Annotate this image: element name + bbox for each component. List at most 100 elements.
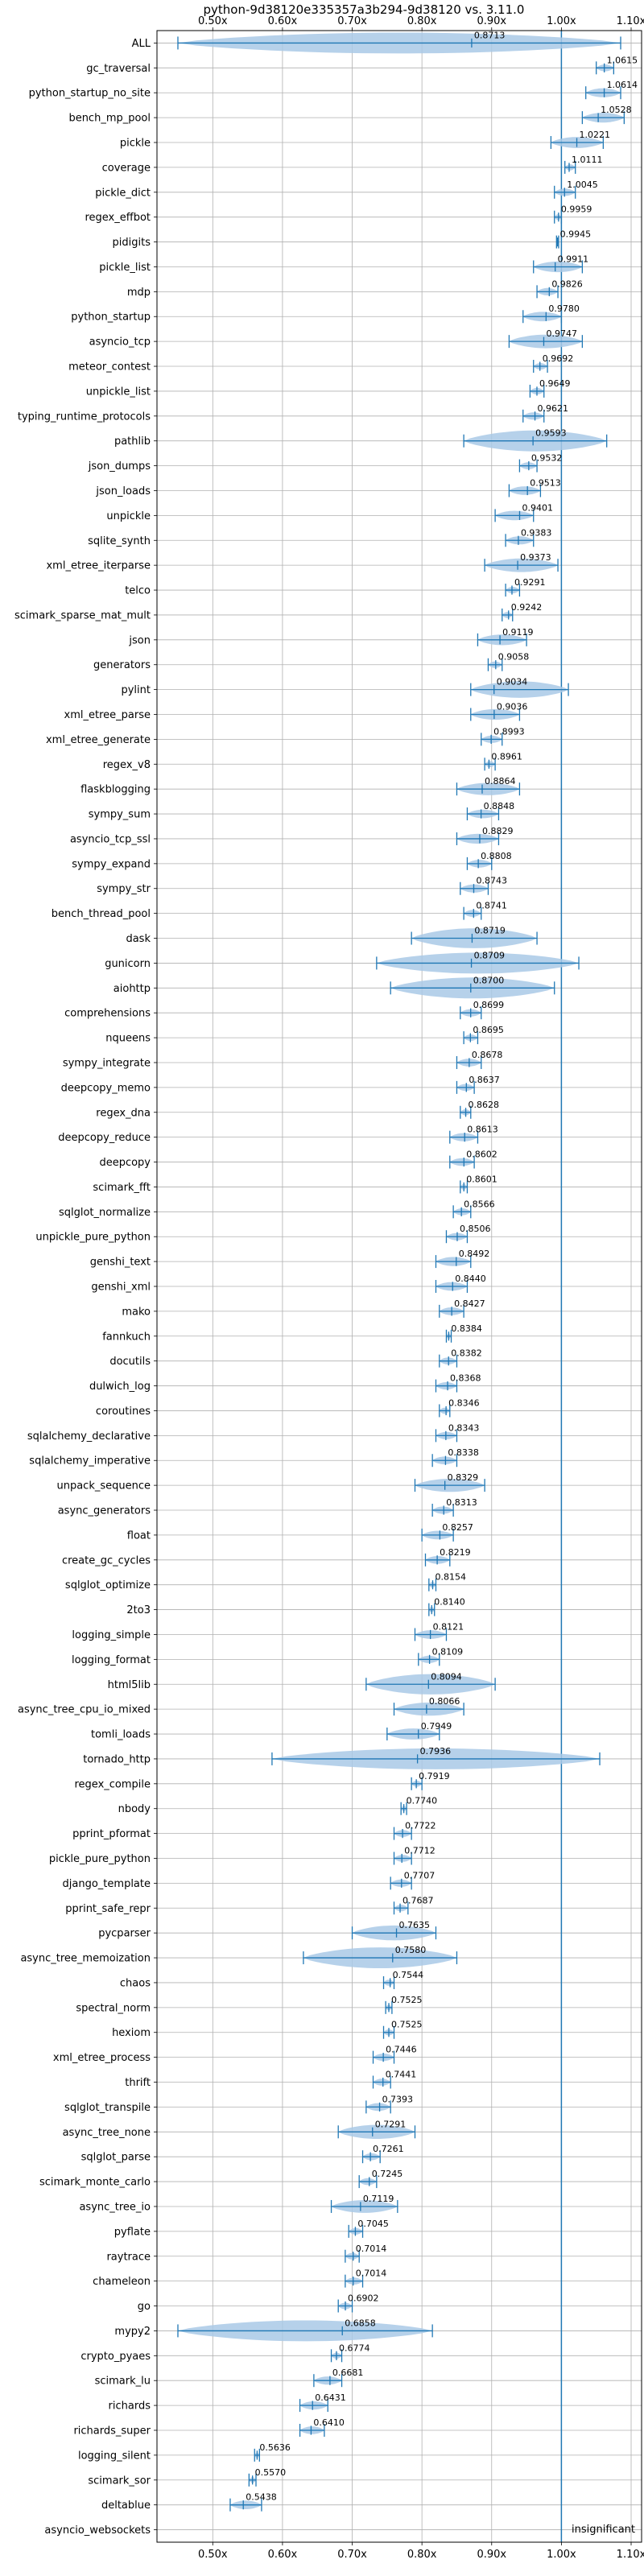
value-label: 0.8848 [484,801,515,811]
y-tick-label: deltablue [101,2500,151,2512]
y-tick-label: float [127,1530,151,1542]
y-tick-label: dulwich_log [89,1381,151,1393]
y-tick-label: chameleon [93,2276,151,2288]
y-tick-label: xml_etree_process [53,2052,151,2064]
y-tick-label: sqlite_synth [88,535,151,547]
value-label: 0.9826 [551,279,583,289]
value-label: 0.9780 [548,303,580,314]
value-label: 0.8628 [469,1100,500,1110]
y-axis-labels: ALL gc_traversal python_startup_no_siteben… [14,38,157,2537]
value-label: 0.7919 [419,1771,450,1781]
y-tick-label: django_template [63,1878,151,1890]
value-label: 0.8094 [431,1671,462,1682]
y-tick-label: sqlglot_parse [81,2152,151,2164]
value-label: 0.8566 [464,1199,495,1209]
y-tick-label: nbody [118,1803,151,1815]
value-labels: 0.8713 1.0615 1.0614 1.0528 1.0221 1.0111 1.00… [246,30,638,2502]
y-tick-label: sympy_sum [89,809,151,821]
value-label: 0.6681 [332,2368,364,2378]
value-label: 0.8382 [451,1348,482,1359]
y-tick-label: gunicorn [105,958,151,970]
value-label: 0.7707 [404,1870,436,1880]
chart-title: python-9d38120e335357a3b294-9d38120 vs. … [204,2,525,17]
value-label: 0.8154 [435,1572,466,1583]
y-tick-label: json [128,634,151,646]
x-axis-ticks: 0.50x 0.50x 0.60x 0.60x 0.70x 0.70x 0.80x 0.80x… [198,15,644,2561]
y-tick-label: unpickle_list [86,386,151,398]
value-label: 0.9242 [511,602,543,613]
value-label: 0.8864 [485,776,516,786]
value-label: 0.8313 [446,1497,477,1508]
x-tick-label-top: 1.00x [547,15,576,27]
value-label: 0.7119 [363,2194,394,2204]
value-label: 0.9401 [522,502,554,513]
value-label: 1.0614 [607,80,638,90]
y-tick-label: tomli_loads [91,1729,151,1741]
value-label: 0.5636 [259,2442,291,2453]
value-label: 0.7393 [382,2094,413,2104]
value-label: 0.9034 [497,677,528,687]
value-label: 0.7245 [372,2169,403,2179]
y-tick-label: nqueens [105,1033,151,1045]
x-tick-label-top: 0.60x [268,15,298,27]
y-tick-label: logging_silent [78,2450,151,2462]
y-tick-label: meteor_contest [68,361,151,374]
value-label: 0.8109 [432,1646,464,1657]
y-tick-label: asyncio_tcp_ssl [70,833,151,845]
violins [177,32,625,2512]
y-tick-label: tornado_http [83,1753,151,1765]
y-tick-label: bench_mp_pool [68,113,151,125]
y-tick-label: pyflate [114,2226,151,2238]
y-tick-label: pathlib [114,436,151,448]
value-label: 0.7544 [393,1970,424,1980]
y-tick-label: telco [125,585,151,597]
y-tick-label: async_generators [58,1505,151,1517]
value-label: 0.7740 [407,1796,438,1806]
y-tick-label: xml_etree_iterparse [46,560,151,572]
value-label: 0.7446 [386,2045,417,2055]
plot-frame [156,30,642,2543]
value-label: 0.9383 [521,527,552,538]
y-tick-label: go [138,2301,151,2313]
y-tick-label: flaskblogging [80,784,151,796]
y-tick-label: python_startup_no_site [29,88,151,100]
value-label: 0.7635 [399,1920,431,1930]
y-tick-label: async_tree_io [79,2201,151,2213]
y-tick-label: sympy_str [97,883,151,895]
value-label: 0.6410 [313,2417,345,2428]
y-tick-label: pickle [120,138,151,150]
value-label: 0.8602 [466,1150,497,1160]
y-tick-label: xml_etree_generate [46,734,151,746]
value-label: 0.6902 [348,2293,379,2304]
y-tick-label: sqlglot_normalize [59,1207,151,1219]
x-tick-label-top: 1.10x [617,15,644,27]
y-tick-label: genshi_xml [91,1282,151,1294]
value-label: 0.8346 [448,1397,480,1408]
value-label: 0.8492 [459,1249,490,1259]
value-label: 0.8719 [474,926,506,936]
value-label: 0.9621 [538,403,569,414]
value-label: 0.9036 [497,702,528,712]
y-tick-label: hexiom [112,2027,151,2039]
x-tick-label-top: 0.80x [407,15,437,27]
value-label: 0.8743 [477,876,508,886]
value-label: 0.8613 [467,1125,498,1135]
y-tick-label: bench_thread_pool [52,908,151,920]
value-label: 0.8368 [450,1373,481,1384]
value-label: 0.7291 [375,2119,407,2129]
y-tick-label: xml_etree_parse [64,709,151,721]
value-label: 0.8808 [481,851,512,861]
y-tick-label: pycparser [98,1928,151,1940]
value-label: 0.8829 [482,826,514,836]
x-tick-label-top: 0.50x [198,15,228,27]
y-tick-label: regex_effbot [85,212,151,224]
value-label: 0.8121 [433,1621,464,1632]
y-tick-label: scimark_sor [88,2475,151,2487]
y-tick-label: dask [126,933,151,945]
y-tick-label: raytrace [106,2251,151,2263]
y-tick-label: 2to3 [126,1604,151,1616]
value-label: 0.9649 [539,378,571,389]
y-tick-label: regex_compile [74,1778,151,1790]
y-tick-label: coroutines [96,1406,151,1418]
